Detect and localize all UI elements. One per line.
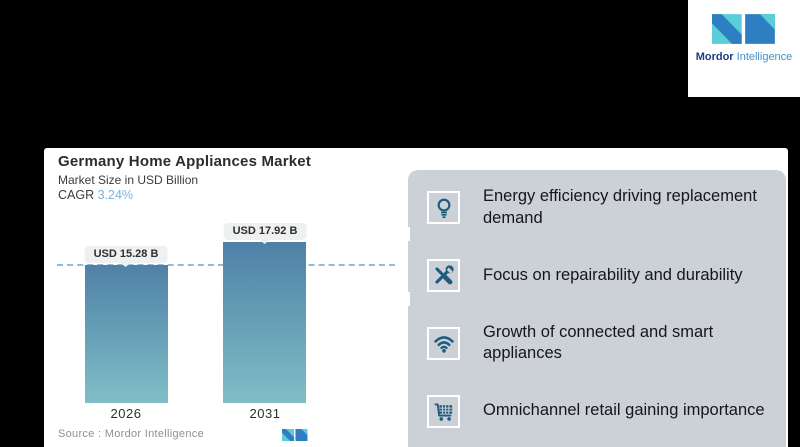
trends-panel: Energy efficiency driving replacement de…: [407, 170, 786, 447]
cagr-line: CAGR 3.24%: [58, 188, 133, 202]
source-label: Source :: [58, 428, 105, 440]
trend-icon-box: [427, 259, 460, 293]
axis-label-2026: 2026: [110, 406, 142, 421]
brand-name-bold: Mordor: [695, 51, 734, 63]
trend-icon-box: [427, 191, 460, 225]
trend-row-omnichannel: Omnichannel retail gaining importance: [408, 377, 786, 445]
panel-edge-tick: [407, 292, 410, 306]
value-label-2031: USD 17.92 B: [223, 223, 307, 240]
trend-text: Energy efficiency driving replacement de…: [483, 187, 757, 227]
panel-edge-tick: [407, 227, 410, 241]
source-value: Mordor Intelligence: [104, 428, 204, 440]
trend-row-repairability: Focus on repairability and durability: [408, 242, 786, 310]
trend-text: Growth of connected and smart appliances: [483, 322, 714, 363]
cart-icon: [434, 403, 452, 421]
trend-row-smart-appliances: Growth of connected and smart appliances: [408, 310, 786, 378]
lightbulb-icon: [437, 198, 450, 218]
trend-row-energy-efficiency: Energy efficiency driving replacement de…: [408, 174, 786, 242]
trend-icon-box: [427, 394, 460, 428]
chart-title: Germany Home Appliances Market: [58, 153, 312, 170]
brand-name-light: Intelligence: [736, 51, 793, 63]
bar-2031: [223, 242, 306, 403]
source-line: Source : Mordor Intelligence: [58, 428, 204, 440]
cagr-label: CAGR: [58, 188, 98, 202]
content-card: Germany Home Appliances Market Market Si…: [44, 148, 788, 447]
axis-label-2031: 2031: [249, 406, 281, 421]
chart-subtitle: Market Size in USD Billion: [58, 173, 199, 187]
brand-wordmark: Mordor Intelligence: [696, 51, 793, 63]
value-label-2026: USD 15.28 B: [84, 246, 168, 263]
cagr-value: 3.24%: [97, 188, 134, 202]
trend-icon-box: [427, 326, 460, 360]
trend-text: Focus on repairability and durability: [483, 265, 743, 284]
wifi-icon: [433, 336, 454, 353]
mordor-m-logo-icon: [712, 14, 775, 44]
trend-text: Omnichannel retail gaining importance: [483, 401, 765, 420]
brand-logo-box: Mordor Intelligence: [688, 0, 800, 97]
bar-2026: [85, 265, 168, 403]
tools-icon: [435, 265, 454, 285]
mordor-m-mini-logo-icon: [282, 429, 308, 441]
